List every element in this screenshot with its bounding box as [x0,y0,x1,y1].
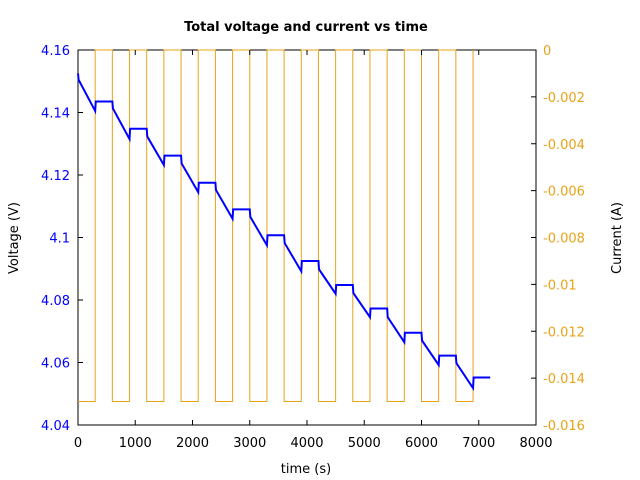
x-tick-label: 6000 [405,436,438,451]
y2-tick-label: -0.002 [543,91,585,106]
y-tick-label: 4.14 [41,107,70,122]
plot-area [77,49,537,426]
y2-tick-label: -0.006 [543,185,585,200]
x-tick-label: 8000 [519,436,552,451]
y-axis-label: Voltage (V) [7,202,22,274]
y2-tick-label: -0.008 [543,232,585,247]
y-tick-label: 4.1 [49,232,70,247]
y2-tick-label: -0.01 [543,278,577,293]
x-tick-label: 2000 [176,436,209,451]
y-axis-left: 4.04 4.06 4.08 4.1 4.12 4.14 4.16 [41,44,83,434]
x-tick-label: 3000 [233,436,266,451]
x-axis-label: time (s) [281,462,331,477]
y2-tick-label: -0.012 [543,325,585,340]
y-tick-label: 4.08 [41,294,70,309]
chart-title: Total voltage and current vs time [184,20,428,35]
current-series-line [78,49,474,403]
y2-tick-label: -0.004 [543,138,585,153]
x-tick-label: 1000 [119,436,152,451]
y-tick-label: 4.04 [41,419,70,434]
y-tick-label: 4.06 [41,357,70,372]
y2-tick-label: -0.014 [543,372,585,387]
x-tick-label: 7000 [462,436,495,451]
x-tick-label: 4000 [290,436,323,451]
x-tick-label: 0 [74,436,82,451]
y2-axis-label: Current (A) [610,202,625,274]
y-axis-right: -0.016 -0.014 -0.012 -0.01 -0.008 -0.006 -0.00… [531,44,585,434]
y-tick-label: 4.12 [41,169,70,184]
series-layer [77,49,491,403]
x-axis: 0 1000 2000 3000 4000 5000 6000 7000 8000 [74,50,553,451]
voltage-series-line [77,73,491,392]
x-tick-label: 5000 [348,436,381,451]
y2-tick-label: -0.016 [543,419,585,434]
y2-tick-label: 0 [543,44,551,59]
y-tick-label: 4.16 [41,44,70,59]
